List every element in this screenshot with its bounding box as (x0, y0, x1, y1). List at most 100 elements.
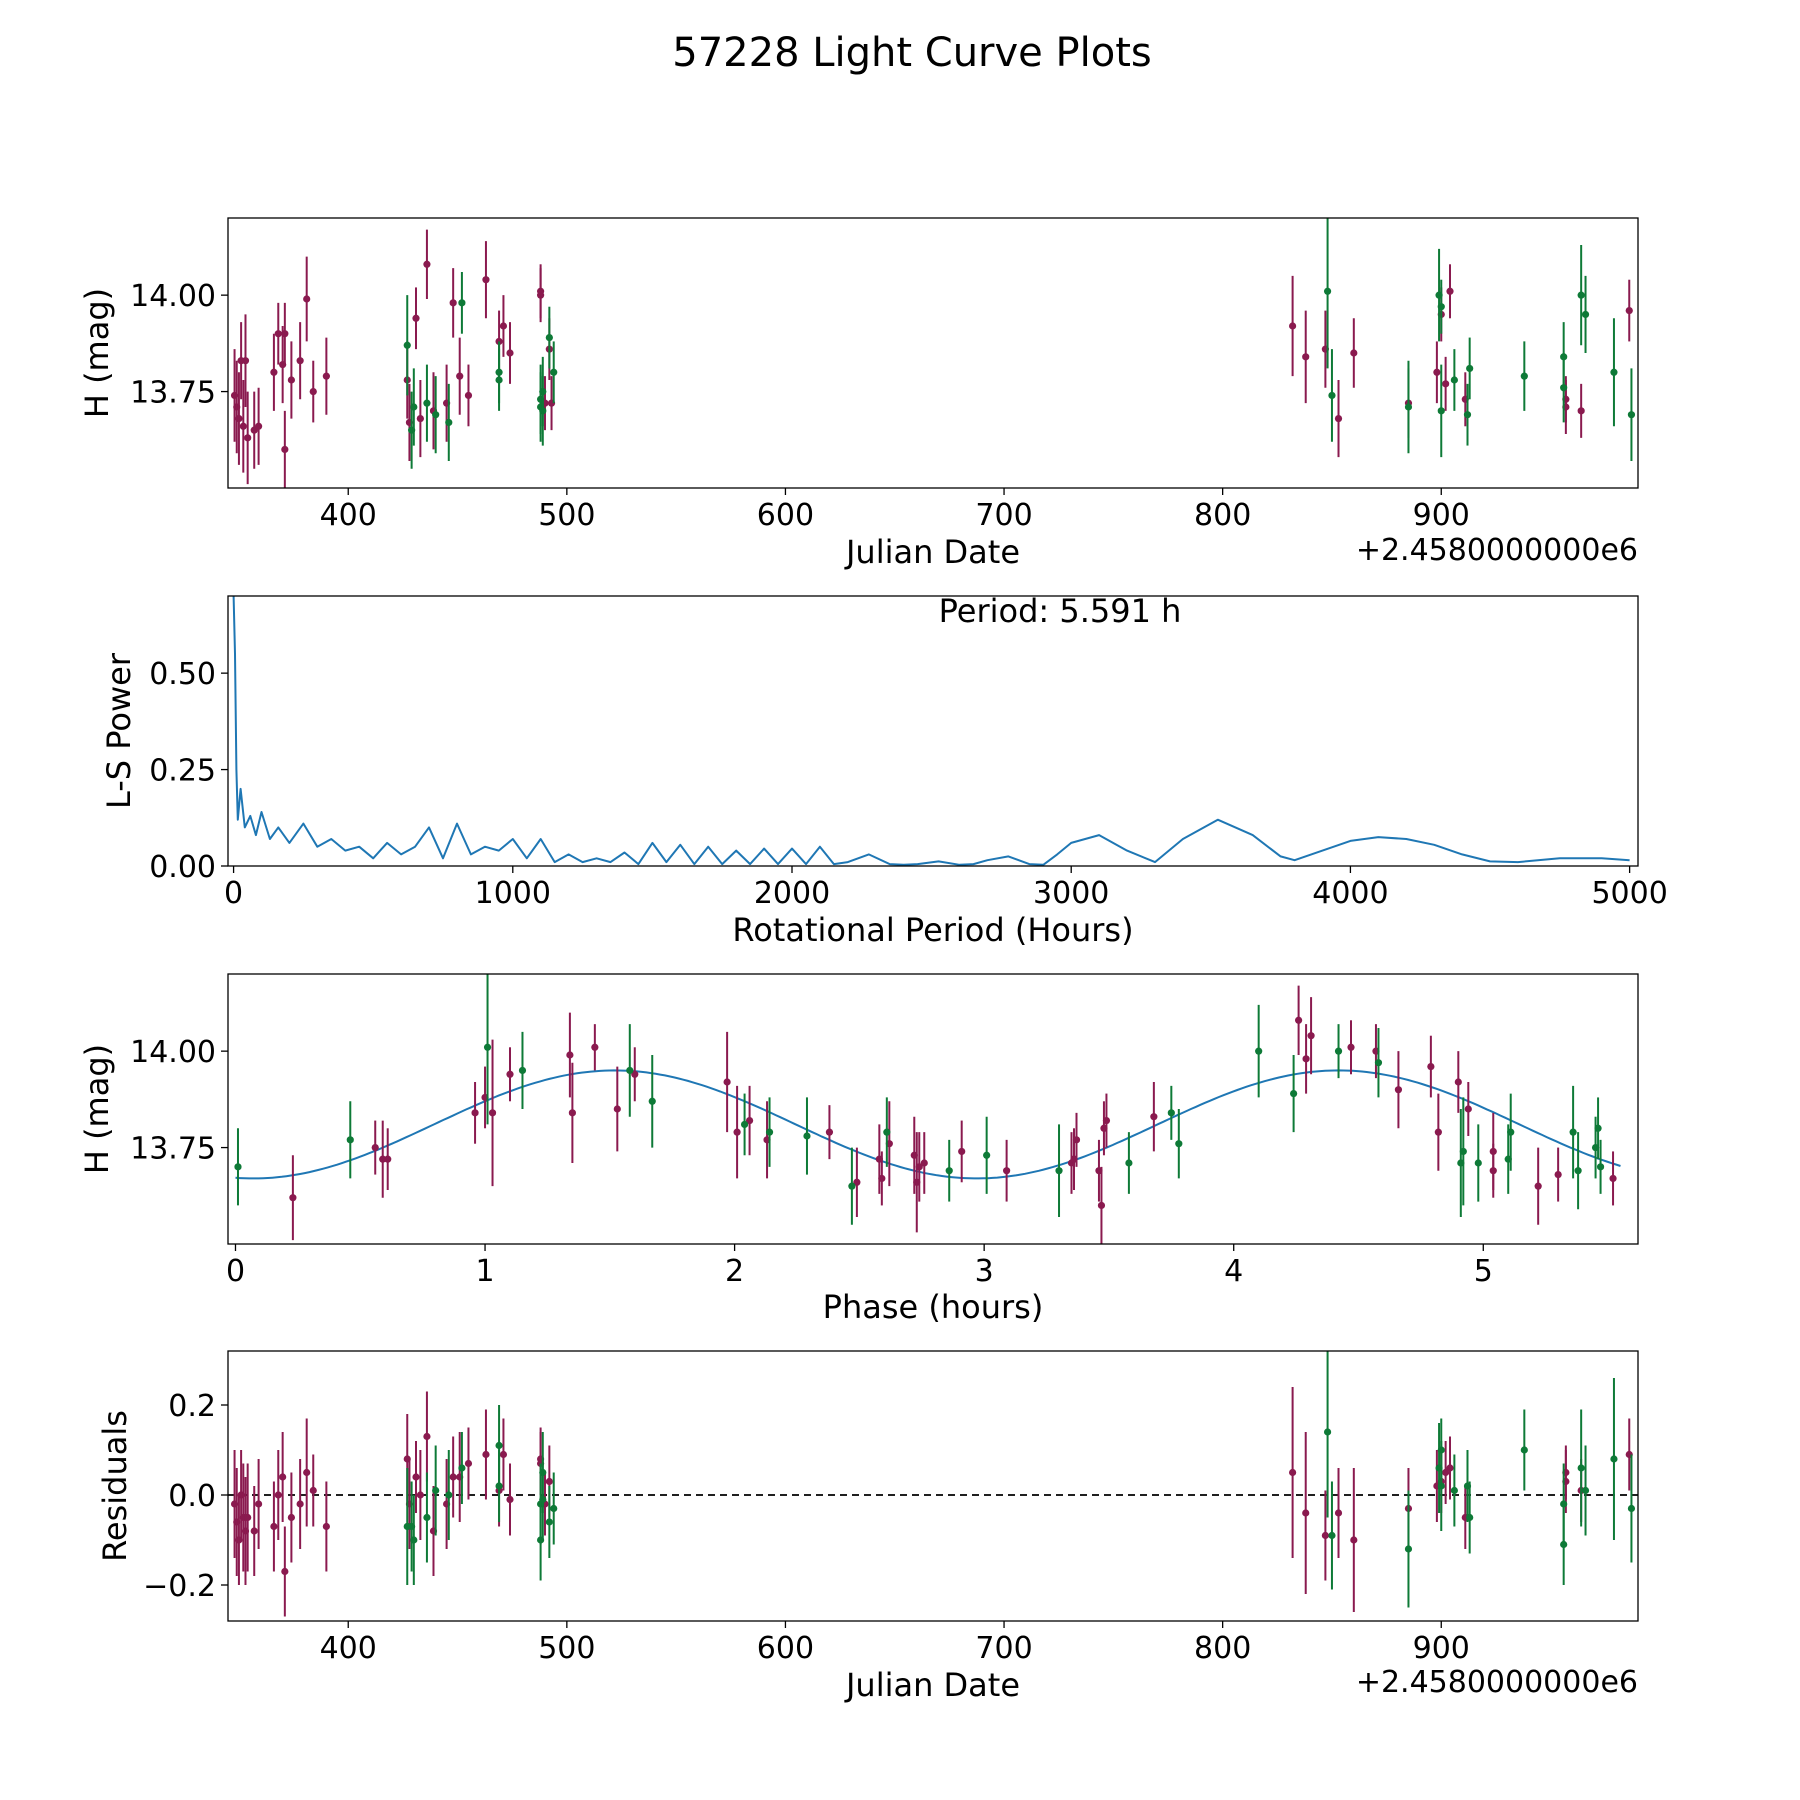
phase-point-magenta (1434, 1128, 1442, 1136)
phase-point-magenta (1554, 1170, 1562, 1179)
residuals-point-magenta (1442, 1468, 1450, 1477)
light-curve-point-green (545, 333, 553, 342)
periodogram-y-tick-label: 0.00 (149, 850, 216, 885)
light-curve-point-magenta (499, 322, 508, 330)
phase-point-green (740, 1120, 749, 1129)
light-curve-point-magenta (281, 330, 289, 338)
phase-point-green (983, 1151, 991, 1159)
residuals-point-magenta (506, 1495, 514, 1504)
light-curve-point-green (1328, 391, 1336, 400)
periodogram-ylabel: L-S Power (100, 652, 138, 809)
light-curve-point-magenta (1289, 322, 1297, 330)
light-curve-point-green (495, 368, 503, 376)
residuals-point-green (423, 1513, 431, 1522)
periodogram-x-tick-label: 3000 (1033, 876, 1109, 911)
phase-point-green (518, 1066, 527, 1075)
residuals-point-magenta (287, 1513, 295, 1522)
phase-point-magenta (1097, 1201, 1106, 1210)
residuals-point-green (1577, 1464, 1585, 1472)
residuals-point-magenta (250, 1527, 258, 1535)
light-curve-x-tick-label: 600 (757, 498, 814, 533)
phase-point-magenta (471, 1109, 479, 1117)
phase-xlabel: Phase (hours) (823, 1288, 1044, 1326)
residuals-point-magenta (303, 1468, 311, 1477)
residuals-x-tick-label: 400 (320, 1631, 377, 1666)
residuals-point-magenta (270, 1522, 278, 1531)
light-curve-point-green (1520, 372, 1528, 380)
light-curve-point-magenta (281, 445, 289, 454)
phase-point-green (1175, 1140, 1183, 1148)
panel-phase-folded: 0 1 2 3 4 5 13.75 14.00 Phase (hours) H (mag) (78, 973, 1639, 1326)
light-curve-point-green (403, 341, 411, 349)
residuals-point-green (1610, 1455, 1618, 1463)
light-curve-point-green (1581, 310, 1590, 319)
light-curve-point-magenta (287, 376, 295, 384)
phase-y-tick-label: 13.75 (130, 1132, 216, 1167)
residuals-point-magenta (416, 1491, 424, 1499)
residuals-point-green (539, 1495, 547, 1504)
light-curve-point-green (1404, 403, 1413, 411)
phase-point-green (1507, 1128, 1515, 1136)
residuals-point-green (550, 1504, 558, 1513)
phase-point-magenta (1072, 1136, 1081, 1144)
residuals-point-magenta (255, 1500, 263, 1508)
light-curve-offset-text: +2.4580000000e6 (1356, 533, 1638, 568)
residuals-point-green (1466, 1513, 1474, 1522)
phase-point-green (848, 1182, 856, 1190)
residuals-point-magenta (1446, 1464, 1454, 1472)
light-curve-point-magenta (244, 434, 252, 442)
residuals-point-green (1437, 1446, 1445, 1454)
phase-x-tick-label: 5 (1474, 1254, 1493, 1289)
phase-point-green (1255, 1047, 1263, 1055)
light-curve-point-green (1610, 368, 1618, 376)
light-curve-point-magenta (412, 314, 420, 322)
residuals-x-tick-label: 500 (538, 1631, 595, 1666)
residuals-point-green (410, 1536, 418, 1544)
light-curve-point-magenta (1334, 414, 1343, 423)
light-curve-point-magenta (506, 349, 514, 357)
phase-point-green (1374, 1059, 1383, 1067)
phase-x-tick-label: 1 (475, 1254, 494, 1289)
residuals-point-magenta (464, 1459, 473, 1468)
residuals-point-green (545, 1518, 553, 1526)
residuals-x-tick-label: 800 (1194, 1631, 1251, 1666)
light-curve-point-green (458, 299, 466, 307)
light-curve-point-magenta (270, 368, 278, 376)
light-curve-ylabel: H (mag) (78, 288, 116, 418)
light-curve-point-green (1627, 411, 1636, 419)
residuals-x-tick-label: 600 (757, 1631, 814, 1666)
phase-point-green (1167, 1109, 1175, 1117)
phase-point-magenta (568, 1109, 576, 1117)
periodogram-y-tick-label: 0.50 (149, 657, 216, 692)
residuals-point-magenta (274, 1491, 282, 1499)
light-curve-point-magenta (303, 295, 311, 303)
phase-point-green (883, 1128, 891, 1136)
residuals-point-magenta (423, 1432, 431, 1441)
residuals-x-tick-label: 700 (975, 1631, 1032, 1666)
residuals-point-green (1404, 1545, 1413, 1553)
light-curve-point-magenta (464, 391, 473, 400)
light-curve-point-green (1450, 376, 1458, 384)
light-curve-x-tick-label: 500 (538, 498, 595, 533)
light-curve-point-green (1437, 303, 1445, 311)
periodogram-x-tick-label: 1000 (475, 876, 551, 911)
light-curve-point-magenta (241, 357, 250, 365)
periodogram-x-tick-label: 2000 (754, 876, 830, 911)
phase-y-tick-label: 14.00 (130, 1035, 216, 1070)
light-curve-axes-frame (227, 217, 1639, 489)
residuals-point-magenta (449, 1473, 457, 1481)
residuals-point-green (495, 1482, 503, 1490)
phase-axes-frame (227, 973, 1639, 1245)
light-curve-point-magenta (1433, 368, 1441, 376)
light-curve-point-magenta (322, 372, 330, 380)
residuals-point-green (1627, 1504, 1636, 1513)
residuals-point-magenta (482, 1450, 490, 1459)
residuals-point-green (1581, 1486, 1590, 1495)
residuals-point-green (1560, 1540, 1568, 1549)
phase-point-green (1596, 1163, 1605, 1171)
phase-point-magenta (1295, 1016, 1303, 1024)
residuals-x-tick-label: 900 (1413, 1631, 1470, 1666)
light-curve-point-magenta (423, 260, 431, 268)
